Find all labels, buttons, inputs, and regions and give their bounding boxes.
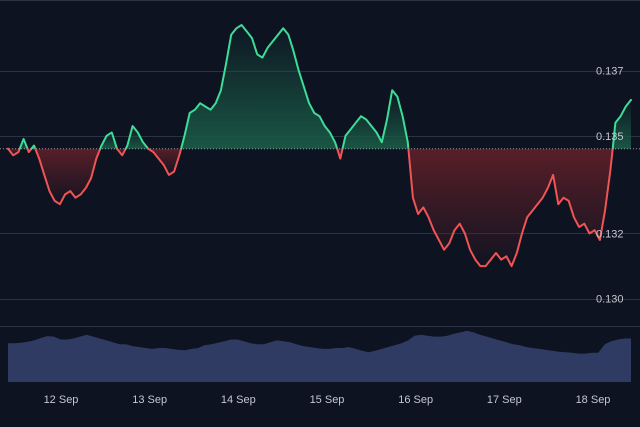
y-tick-label-3: 0.130 bbox=[596, 294, 624, 306]
price-line-up-2 bbox=[18, 138, 29, 150]
price-line-down-7 bbox=[116, 147, 127, 157]
area-below-baseline-1 bbox=[8, 148, 20, 156]
price-line-down-3 bbox=[26, 147, 33, 154]
volume-layer bbox=[8, 330, 631, 382]
x-tick-label-2: 14 Sep bbox=[221, 394, 256, 406]
price-line-down-11 bbox=[336, 147, 344, 160]
price-line-down-1 bbox=[7, 147, 21, 157]
x-tick-label-4: 16 Sep bbox=[398, 394, 433, 406]
price-line-up-8 bbox=[124, 125, 150, 150]
x-tick-label-3: 15 Sep bbox=[310, 394, 345, 406]
area-layer bbox=[8, 25, 631, 267]
price-line-up-4 bbox=[30, 144, 37, 150]
x-tick-label-0: 12 Sep bbox=[44, 394, 79, 406]
price-line-down-5 bbox=[34, 147, 102, 206]
price-line-up-10 bbox=[180, 24, 339, 150]
area-below-baseline-13 bbox=[408, 148, 613, 267]
price-line-down-9 bbox=[147, 147, 183, 176]
y-tick-label-2: 0.132 bbox=[596, 228, 624, 240]
area-above-baseline-10 bbox=[181, 25, 338, 149]
x-tick-label-6: 18 Sep bbox=[576, 394, 611, 406]
y-tick-label-0: 0.137 bbox=[596, 66, 624, 78]
y-tick-label-1: 0.135 bbox=[596, 131, 624, 143]
volume-area bbox=[8, 330, 631, 382]
area-above-baseline-14 bbox=[612, 99, 631, 149]
x-tick-label-5: 17 Sep bbox=[487, 394, 522, 406]
area-below-baseline-5 bbox=[35, 148, 101, 205]
price-line-up-6 bbox=[99, 131, 118, 150]
area-above-baseline-12 bbox=[342, 90, 409, 149]
axis-layer: 12 Sep 13 Sep 14 Sep 15 Sep 16 Sep 17 Sep 18 S… bbox=[44, 66, 624, 406]
price-line-down-13 bbox=[407, 147, 614, 268]
price-line-up-12 bbox=[341, 89, 410, 150]
x-tick-label-1: 13 Sep bbox=[132, 394, 167, 406]
price-line-layer bbox=[0, 24, 640, 268]
price-line-up-14 bbox=[611, 98, 632, 150]
